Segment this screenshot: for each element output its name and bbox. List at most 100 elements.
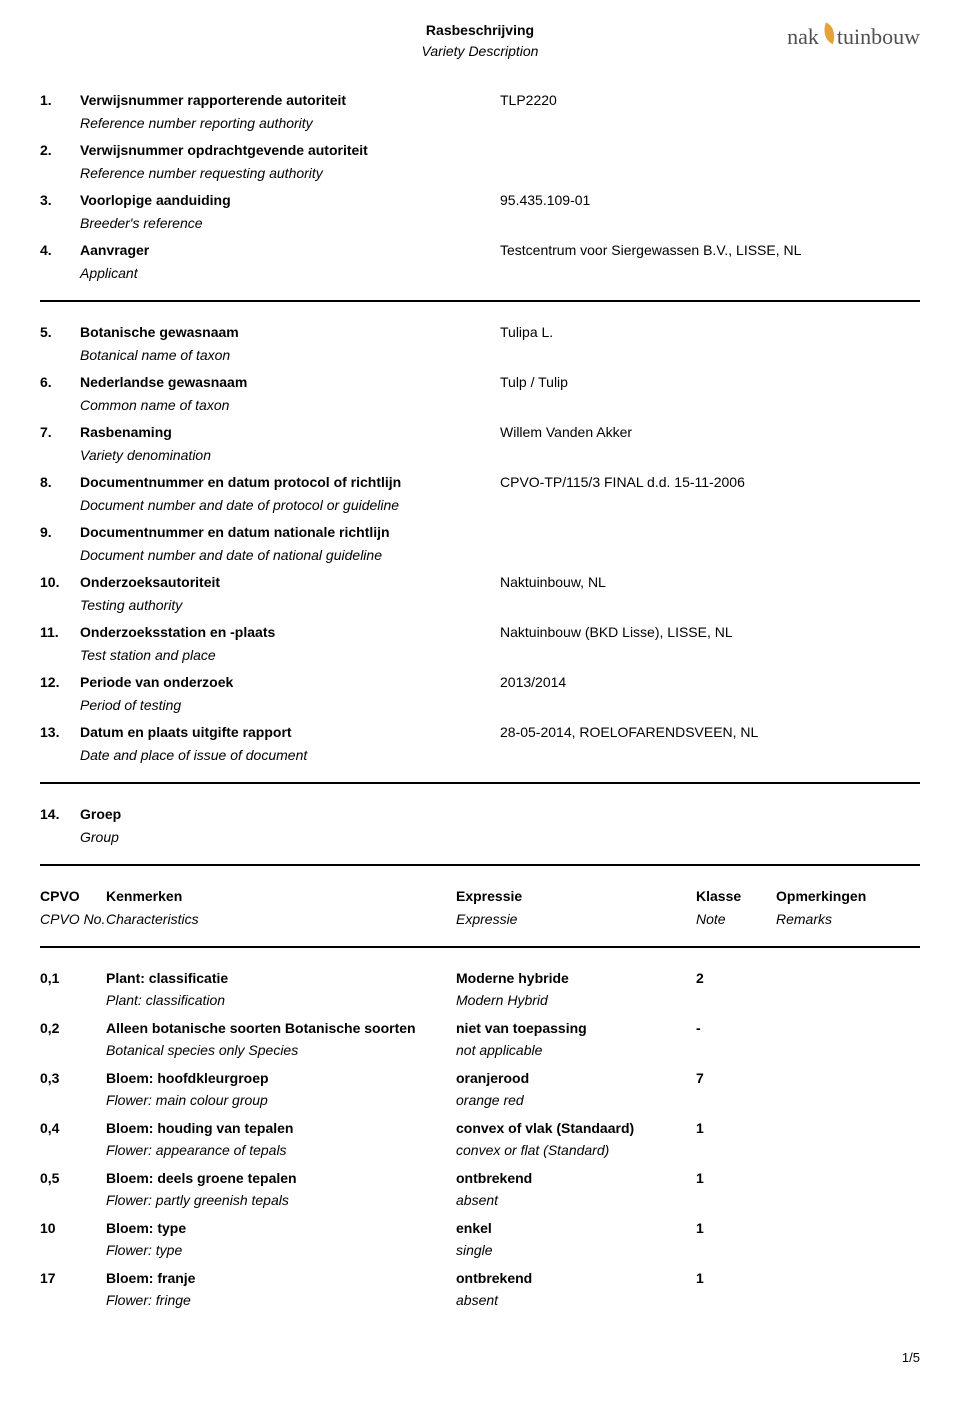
characteristics-table-body: 0,1Plant: classificatieModerne hybride2P…	[40, 968, 920, 1318]
td-opm-blank	[776, 990, 920, 1011]
td-expr-en: Modern Hybrid	[456, 990, 696, 1011]
divider-1	[40, 300, 920, 302]
info-num: 6.	[40, 372, 80, 393]
info-section-1: 1.Verwijsnummer rapporterende autoriteit…	[40, 90, 920, 284]
info-num: 2.	[40, 140, 80, 161]
info-label-nl: Documentnummer en datum nationale richtl…	[80, 522, 500, 543]
info-label-nl: Verwijsnummer rapporterende autoriteit	[80, 90, 500, 111]
td-expr-en: convex or flat (Standard)	[456, 1140, 696, 1161]
td-expr-en: single	[456, 1240, 696, 1261]
info-label-nl: Periode van onderzoek	[80, 672, 500, 693]
td-klasse-blank	[696, 1140, 776, 1161]
info-num: 5.	[40, 322, 80, 343]
td-klasse-blank	[696, 1040, 776, 1061]
info-subrow: Common name of taxon	[40, 395, 920, 416]
td-expr-nl: enkel	[456, 1218, 696, 1239]
info-label-nl: Documentnummer en datum protocol of rich…	[80, 472, 500, 493]
td-klasse-blank	[696, 1090, 776, 1111]
info-label-nl: Verwijsnummer opdrachtgevende autoriteit	[80, 140, 500, 161]
td-expr-en: orange red	[456, 1090, 696, 1111]
td-cpvo: 0,5	[40, 1168, 106, 1189]
table-row: 0,4Bloem: houding van tepalenconvex of v…	[40, 1118, 920, 1139]
info-row: 8.Documentnummer en datum protocol of ri…	[40, 472, 920, 493]
page-footer: 1/5	[40, 1348, 920, 1368]
info-value: Naktuinbouw, NL	[500, 572, 920, 593]
info-num: 11.	[40, 622, 80, 643]
th-klasse-en: Note	[696, 909, 776, 930]
info-num: 8.	[40, 472, 80, 493]
group-label-en: Group	[80, 827, 119, 848]
info-subrow: Variety denomination	[40, 445, 920, 466]
info-num: 12.	[40, 672, 80, 693]
info-label-nl: Onderzoeksautoriteit	[80, 572, 500, 593]
td-cpvo: 10	[40, 1218, 106, 1239]
info-value: Willem Vanden Akker	[500, 422, 920, 443]
table-row: 0,3Bloem: hoofdkleurgroeporanjerood7	[40, 1068, 920, 1089]
th-expr: Expressie	[456, 886, 696, 907]
td-opm-blank	[776, 1140, 920, 1161]
info-label-en: Document number and date of protocol or …	[80, 495, 399, 516]
info-label-nl: Voorlopige aanduiding	[80, 190, 500, 211]
info-row: 5.Botanische gewasnaamTulipa L.	[40, 322, 920, 343]
info-label-en: Test station and place	[80, 645, 216, 666]
info-value: Testcentrum voor Siergewassen B.V., LISS…	[500, 240, 920, 261]
info-num: 3.	[40, 190, 80, 211]
td-opm	[776, 1168, 920, 1189]
td-cpvo: 0,2	[40, 1018, 106, 1039]
table-row-en: Flower: typesingle	[40, 1240, 920, 1261]
table-header-row-en: CPVO No. Characteristics Expressie Note …	[40, 909, 920, 930]
th-klasse: Klasse	[696, 886, 776, 907]
info-value: Tulipa L.	[500, 322, 920, 343]
info-subrow: Botanical name of taxon	[40, 345, 920, 366]
table-row-en: Plant: classificationModern Hybrid	[40, 990, 920, 1011]
td-klasse: 1	[696, 1218, 776, 1239]
info-label-nl: Nederlandse gewasnaam	[80, 372, 500, 393]
info-value: Naktuinbouw (BKD Lisse), LISSE, NL	[500, 622, 920, 643]
table-row: 0,1Plant: classificatieModerne hybride2	[40, 968, 920, 989]
td-opm	[776, 1268, 920, 1289]
td-expr-en: absent	[456, 1290, 696, 1311]
td-cpvo-blank	[40, 990, 106, 1011]
td-kenm-nl: Alleen botanische soorten Botanische soo…	[106, 1018, 456, 1039]
info-subrow: Date and place of issue of document	[40, 745, 920, 766]
logo: nak tuinbouw	[787, 20, 920, 53]
info-row: 1.Verwijsnummer rapporterende autoriteit…	[40, 90, 920, 111]
info-row: 11.Onderzoeksstation en -plaatsNaktuinbo…	[40, 622, 920, 643]
info-value	[500, 522, 920, 543]
td-klasse: 7	[696, 1068, 776, 1089]
td-kenm-en: Flower: fringe	[106, 1290, 456, 1311]
info-subrow: Reference number reporting authority	[40, 113, 920, 134]
td-kenm-nl: Bloem: franje	[106, 1268, 456, 1289]
td-cpvo: 17	[40, 1268, 106, 1289]
info-label-nl: Datum en plaats uitgifte rapport	[80, 722, 500, 743]
td-opm-blank	[776, 1240, 920, 1261]
td-expr-nl: niet van toepassing	[456, 1018, 696, 1039]
divider-2	[40, 782, 920, 784]
info-row: 6.Nederlandse gewasnaamTulp / Tulip	[40, 372, 920, 393]
td-klasse-blank	[696, 1290, 776, 1311]
info-subrow: Breeder's reference	[40, 213, 920, 234]
info-label-en: Document number and date of national gui…	[80, 545, 382, 566]
info-row: 7.RasbenamingWillem Vanden Akker	[40, 422, 920, 443]
divider-3	[40, 864, 920, 866]
group-row: 14. Groep	[40, 804, 920, 825]
td-klasse-blank	[696, 1240, 776, 1261]
td-kenm-en: Flower: type	[106, 1240, 456, 1261]
info-num: 7.	[40, 422, 80, 443]
info-label-en: Common name of taxon	[80, 395, 229, 416]
th-expr-en: Expressie	[456, 909, 696, 930]
logo-text-left: nak	[787, 20, 819, 53]
info-label-en: Period of testing	[80, 695, 181, 716]
page-number: 1/5	[902, 1350, 920, 1365]
td-cpvo: 0,1	[40, 968, 106, 989]
info-value: 28-05-2014, ROELOFARENDSVEEN, NL	[500, 722, 920, 743]
info-num: 4.	[40, 240, 80, 261]
td-cpvo-blank	[40, 1090, 106, 1111]
table-row: 0,2Alleen botanische soorten Botanische …	[40, 1018, 920, 1039]
info-subrow: Testing authority	[40, 595, 920, 616]
info-value	[500, 140, 920, 161]
divider-4	[40, 946, 920, 948]
td-expr-en: not applicable	[456, 1040, 696, 1061]
th-cpvo-en: CPVO No.	[40, 909, 106, 930]
logo-text-right: tuinbouw	[837, 20, 920, 53]
